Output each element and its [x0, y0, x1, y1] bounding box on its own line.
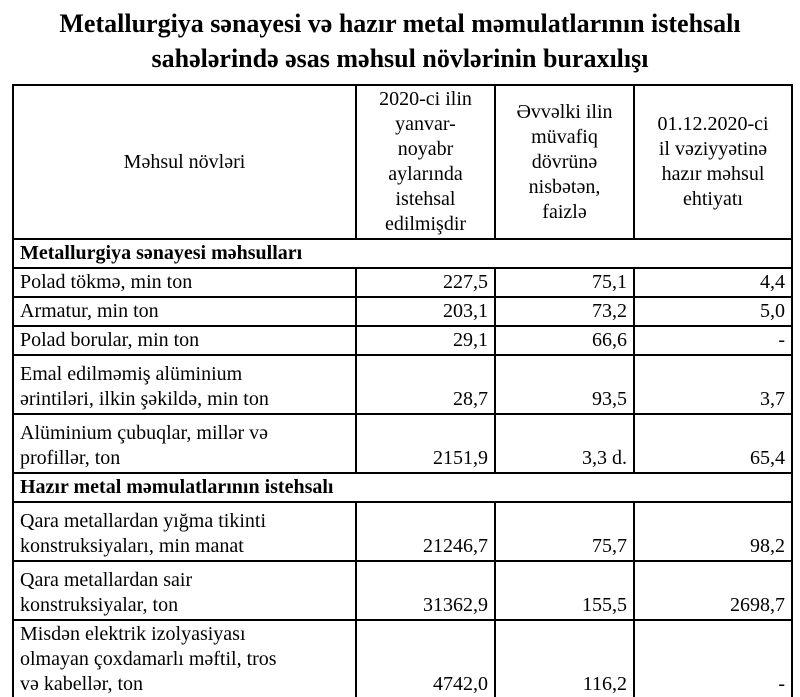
produced-value: 203,1 — [355, 296, 496, 327]
stock-value: 2698,7 — [633, 560, 793, 621]
table-row: Misdən elektrik izolyasiyası olmayan çox… — [12, 619, 793, 697]
col-header-finished-stock: 01.12.2020-ci il vəziyyətinə hazır məhsu… — [633, 84, 793, 240]
table-row: Qara metallardan sair konstruksiyalar, t… — [12, 560, 793, 621]
produced-value: 28,7 — [355, 354, 496, 415]
product-label: Qara metallardan sair konstruksiyalar, t… — [12, 560, 357, 621]
table-row: Armatur, min ton 203,1 73,2 5,0 — [12, 296, 793, 327]
table-header-row: Məhsul növləri 2020-ci ilin yanvar- noya… — [12, 84, 793, 240]
percent-value: 75,7 — [494, 501, 635, 562]
section-title: Hazır metal məmulatlarının istehsalı — [12, 472, 793, 503]
table-row: Qara metallardan yığma tikinti konstruks… — [12, 501, 793, 562]
production-table: Məhsul növləri 2020-ci ilin yanvar- noya… — [12, 84, 793, 697]
percent-value: 73,2 — [494, 296, 635, 327]
stock-value: 5,0 — [633, 296, 793, 327]
table-row: Emal edilməmiş alüminium ərintiləri, ilk… — [12, 354, 793, 415]
stock-value: 4,4 — [633, 267, 793, 298]
col-header-percent-vs-prev-year: Əvvəlki ilin müvafiq dövrünə nisbətən, f… — [494, 84, 635, 240]
produced-value: 227,5 — [355, 267, 496, 298]
product-label: Polad borular, min ton — [12, 325, 357, 356]
section-header-finished-metal: Hazır metal məmulatlarının istehsalı — [12, 472, 793, 503]
stock-value: - — [633, 325, 793, 356]
product-label: Misdən elektrik izolyasiyası olmayan çox… — [12, 619, 357, 697]
product-label: Polad tökmə, min ton — [12, 267, 357, 298]
table-row: Alüminium çubuqlar, millər və profillər,… — [12, 413, 793, 474]
page-title: Metallurgiya sənayesi və hazır metal məm… — [59, 9, 741, 73]
stock-value: 65,4 — [633, 413, 793, 474]
percent-value: 66,6 — [494, 325, 635, 356]
product-label: Emal edilməmiş alüminium ərintiləri, ilk… — [12, 354, 357, 415]
produced-value: 31362,9 — [355, 560, 496, 621]
produced-value: 21246,7 — [355, 501, 496, 562]
product-label: Armatur, min ton — [12, 296, 357, 327]
table-row: Polad borular, min ton 29,1 66,6 - — [12, 325, 793, 356]
percent-value: 93,5 — [494, 354, 635, 415]
stock-value: - — [633, 619, 793, 697]
col-header-produced: 2020-ci ilin yanvar- noyabr aylarında is… — [355, 84, 496, 240]
table-row: Polad tökmə, min ton 227,5 75,1 4,4 — [12, 267, 793, 298]
section-title: Metallurgiya sənayesi məhsulları — [12, 238, 793, 269]
percent-value: 3,3 d. — [494, 413, 635, 474]
col-header-product-types: Məhsul növləri — [12, 84, 357, 240]
percent-value: 75,1 — [494, 267, 635, 298]
product-label: Alüminium çubuqlar, millər və profillər,… — [12, 413, 357, 474]
stock-value: 3,7 — [633, 354, 793, 415]
section-header-metallurgy: Metallurgiya sənayesi məhsulları — [12, 238, 793, 269]
produced-value: 29,1 — [355, 325, 496, 356]
percent-value: 155,5 — [494, 560, 635, 621]
produced-value: 2151,9 — [355, 413, 496, 474]
produced-value: 4742,0 — [355, 619, 496, 697]
percent-value: 116,2 — [494, 619, 635, 697]
stock-value: 98,2 — [633, 501, 793, 562]
product-label: Qara metallardan yığma tikinti konstruks… — [12, 501, 357, 562]
